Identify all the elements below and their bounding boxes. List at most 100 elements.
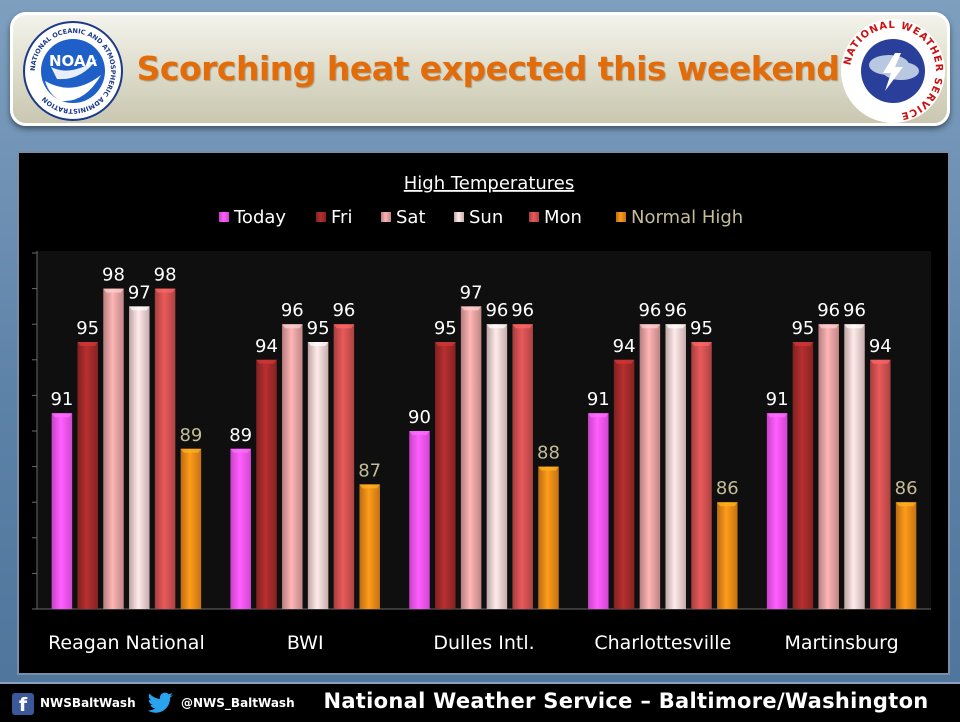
facebook-icon[interactable]: f xyxy=(12,693,34,715)
bar-bevel-sun-charlottesville xyxy=(665,324,686,328)
bar-bevel-fri-reagan-national xyxy=(77,342,98,346)
bar-bevel-mon-reagan-national xyxy=(155,289,176,293)
bar-bevel-fri-dulles-intl xyxy=(435,342,456,346)
bar-bevel-sat-dulles-intl xyxy=(461,306,482,310)
data-label-mon-dulles-intl: 96 xyxy=(511,300,534,321)
bar-bevel-normal-high-dulles-intl xyxy=(538,467,559,471)
bar-bevel-today-bwi xyxy=(230,449,251,453)
bar-sat-reagan-national xyxy=(103,289,124,609)
legend-label-mon: Mon xyxy=(544,207,582,228)
bar-bevel-sun-martinsburg xyxy=(844,324,865,328)
data-label-normal-high-dulles-intl: 88 xyxy=(537,443,560,464)
bar-bevel-sun-bwi xyxy=(308,342,329,346)
data-label-normal-high-reagan-national: 89 xyxy=(179,425,202,446)
data-label-today-charlottesville: 91 xyxy=(587,389,610,410)
bar-today-martinsburg xyxy=(767,413,788,609)
data-label-sun-charlottesville: 96 xyxy=(664,300,687,321)
bar-normal-high-charlottesville xyxy=(717,502,738,609)
legend-swatch-sun xyxy=(454,212,464,222)
data-label-sat-dulles-intl: 97 xyxy=(460,282,483,303)
bar-fri-reagan-national xyxy=(77,342,98,609)
bar-today-dulles-intl xyxy=(409,431,430,609)
bar-fri-charlottesville xyxy=(614,360,635,609)
bar-normal-high-reagan-national xyxy=(181,449,202,609)
legend-swatch-sat xyxy=(381,212,391,222)
bar-sat-martinsburg xyxy=(818,324,839,609)
bar-fri-dulles-intl xyxy=(435,342,456,609)
data-label-mon-martinsburg: 94 xyxy=(869,336,892,357)
bar-mon-dulles-intl xyxy=(512,324,533,609)
twitter-handle[interactable]: @NWS_BaltWash xyxy=(181,696,295,710)
bar-sun-martinsburg xyxy=(844,324,865,609)
data-label-sun-reagan-national: 97 xyxy=(128,282,151,303)
bar-bevel-sun-dulles-intl xyxy=(487,324,508,328)
bar-bevel-today-dulles-intl xyxy=(409,431,430,435)
bar-sun-bwi xyxy=(308,342,329,609)
data-label-sat-bwi: 96 xyxy=(281,300,304,321)
bar-bevel-sat-reagan-national xyxy=(103,289,124,293)
data-label-mon-bwi: 96 xyxy=(332,300,355,321)
office-name: National Weather Service – Baltimore/Was… xyxy=(300,689,952,713)
bar-bevel-sat-bwi xyxy=(282,324,303,328)
svg-text:NOAA: NOAA xyxy=(49,52,98,70)
footer-bar: f NWSBaltWash @NWS_BaltWash National Wea… xyxy=(0,682,960,722)
data-label-normal-high-bwi: 87 xyxy=(358,460,381,481)
bar-fri-martinsburg xyxy=(793,342,814,609)
bar-bevel-sat-charlottesville xyxy=(640,324,661,328)
legend-swatch-fri xyxy=(316,212,326,222)
bar-bevel-mon-martinsburg xyxy=(870,360,891,364)
category-label-bwi: BWI xyxy=(287,632,324,654)
category-label-dulles-intl: Dulles Intl. xyxy=(433,632,534,654)
bar-today-charlottesville xyxy=(588,413,609,609)
legend-swatch-normal-high xyxy=(616,212,626,222)
data-label-today-reagan-national: 91 xyxy=(50,389,73,410)
bar-bevel-sat-martinsburg xyxy=(818,324,839,328)
legend-label-sat: Sat xyxy=(396,207,426,228)
data-label-sat-charlottesville: 96 xyxy=(638,300,661,321)
bar-mon-bwi xyxy=(334,324,355,609)
twitter-icon[interactable] xyxy=(146,692,174,716)
legend-label-normal-high: Normal High xyxy=(631,207,743,228)
data-label-sun-bwi: 95 xyxy=(307,318,330,339)
data-label-today-martinsburg: 91 xyxy=(766,389,789,410)
data-label-fri-charlottesville: 94 xyxy=(613,336,636,357)
bar-bevel-normal-high-charlottesville xyxy=(717,502,738,506)
data-label-fri-bwi: 94 xyxy=(255,336,278,357)
data-label-mon-reagan-national: 98 xyxy=(154,265,177,286)
data-label-sat-reagan-national: 98 xyxy=(102,265,125,286)
bar-today-bwi xyxy=(230,449,251,609)
bar-bevel-fri-charlottesville xyxy=(614,360,635,364)
chart-title: High Temperatures xyxy=(404,173,575,194)
data-label-sat-martinsburg: 96 xyxy=(817,300,840,321)
bar-mon-reagan-national xyxy=(155,289,176,609)
facebook-handle[interactable]: NWSBaltWash xyxy=(40,696,136,710)
bar-bevel-normal-high-martinsburg xyxy=(896,502,917,506)
bar-sat-bwi xyxy=(282,324,303,609)
bar-sun-dulles-intl xyxy=(487,324,508,609)
legend-swatch-mon xyxy=(529,212,539,222)
data-label-fri-dulles-intl: 95 xyxy=(434,318,457,339)
bar-bevel-normal-high-bwi xyxy=(359,484,380,488)
bar-normal-high-martinsburg xyxy=(896,502,917,609)
bar-mon-charlottesville xyxy=(691,342,712,609)
legend-swatch-today xyxy=(219,212,229,222)
chart-panel: High Temperatures Today Fri Sat Sun Mon Normal… xyxy=(17,151,950,675)
bar-today-reagan-national xyxy=(52,413,73,609)
legend-label-today: Today xyxy=(233,207,286,228)
category-label-reagan-national: Reagan National xyxy=(48,632,205,654)
category-label-martinsburg: Martinsburg xyxy=(785,632,899,654)
bar-bevel-fri-martinsburg xyxy=(793,342,814,346)
data-label-today-bwi: 89 xyxy=(229,425,252,446)
data-label-normal-high-charlottesville: 86 xyxy=(716,478,739,499)
data-label-fri-reagan-national: 95 xyxy=(76,318,99,339)
bar-bevel-mon-charlottesville xyxy=(691,342,712,346)
bar-bevel-mon-bwi xyxy=(334,324,355,328)
legend-label-fri: Fri xyxy=(331,207,352,228)
bar-bevel-today-reagan-national xyxy=(52,413,73,417)
bar-bevel-today-martinsburg xyxy=(767,413,788,417)
bar-fri-bwi xyxy=(256,360,277,609)
bar-bevel-sun-reagan-national xyxy=(129,306,150,310)
bar-normal-high-dulles-intl xyxy=(538,467,559,609)
category-label-charlottesville: Charlottesville xyxy=(594,632,731,654)
chart-canvas: High Temperatures Today Fri Sat Sun Mon Normal… xyxy=(19,153,948,673)
